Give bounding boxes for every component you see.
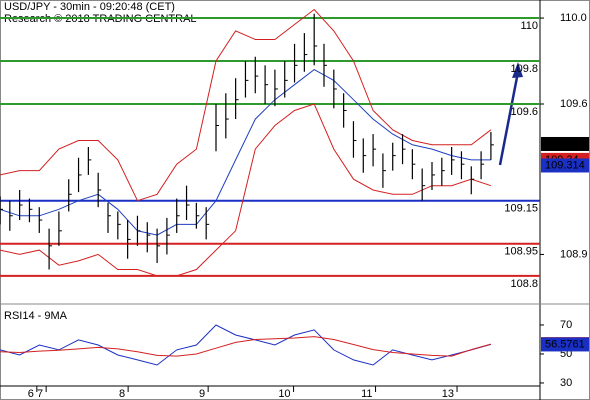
- price-box-label: 56.5761: [545, 338, 585, 350]
- indicator-line: [0, 103, 492, 277]
- chart-title: USD/JPY - 30min - 09:20:48 (CET): [4, 1, 175, 13]
- x-tick-label: 6: [28, 388, 34, 400]
- level-label: 109.15: [504, 203, 538, 215]
- forecast-arrow: [498, 71, 520, 166]
- x-tick-label: 7: [37, 388, 43, 400]
- indicator-line: [0, 8, 492, 202]
- x-tick-label: 8: [119, 388, 125, 400]
- y-tick-label: 70: [560, 319, 572, 331]
- price-box: [541, 136, 589, 151]
- y-tick-label: 30: [560, 377, 572, 389]
- y-tick-label: 108.9: [560, 248, 588, 260]
- y-tick-label: 110.0: [560, 12, 587, 24]
- x-tick-label: 13: [442, 388, 454, 400]
- level-label: 110: [520, 20, 538, 32]
- indicator-line: [0, 69, 491, 236]
- forecast-arrow-head: [512, 62, 523, 78]
- x-tick-label: 9: [199, 388, 205, 400]
- x-tick-label: 11: [361, 388, 372, 400]
- price-box-label: 109.414: [545, 138, 585, 150]
- rsi-line: [0, 336, 492, 357]
- price-box: [541, 337, 589, 352]
- level-label: 109.6: [510, 106, 538, 118]
- x-tick-label: 10: [278, 388, 290, 400]
- level-label: 108.8: [510, 278, 538, 290]
- price-box-label: 109.314: [545, 159, 585, 171]
- level-label: 108.95: [504, 246, 538, 258]
- price-box: [541, 158, 589, 173]
- y-tick-label: 109.6: [560, 98, 588, 110]
- level-label: 109.8: [510, 63, 538, 75]
- rsi-title: RSI14 - 9MA: [4, 310, 68, 322]
